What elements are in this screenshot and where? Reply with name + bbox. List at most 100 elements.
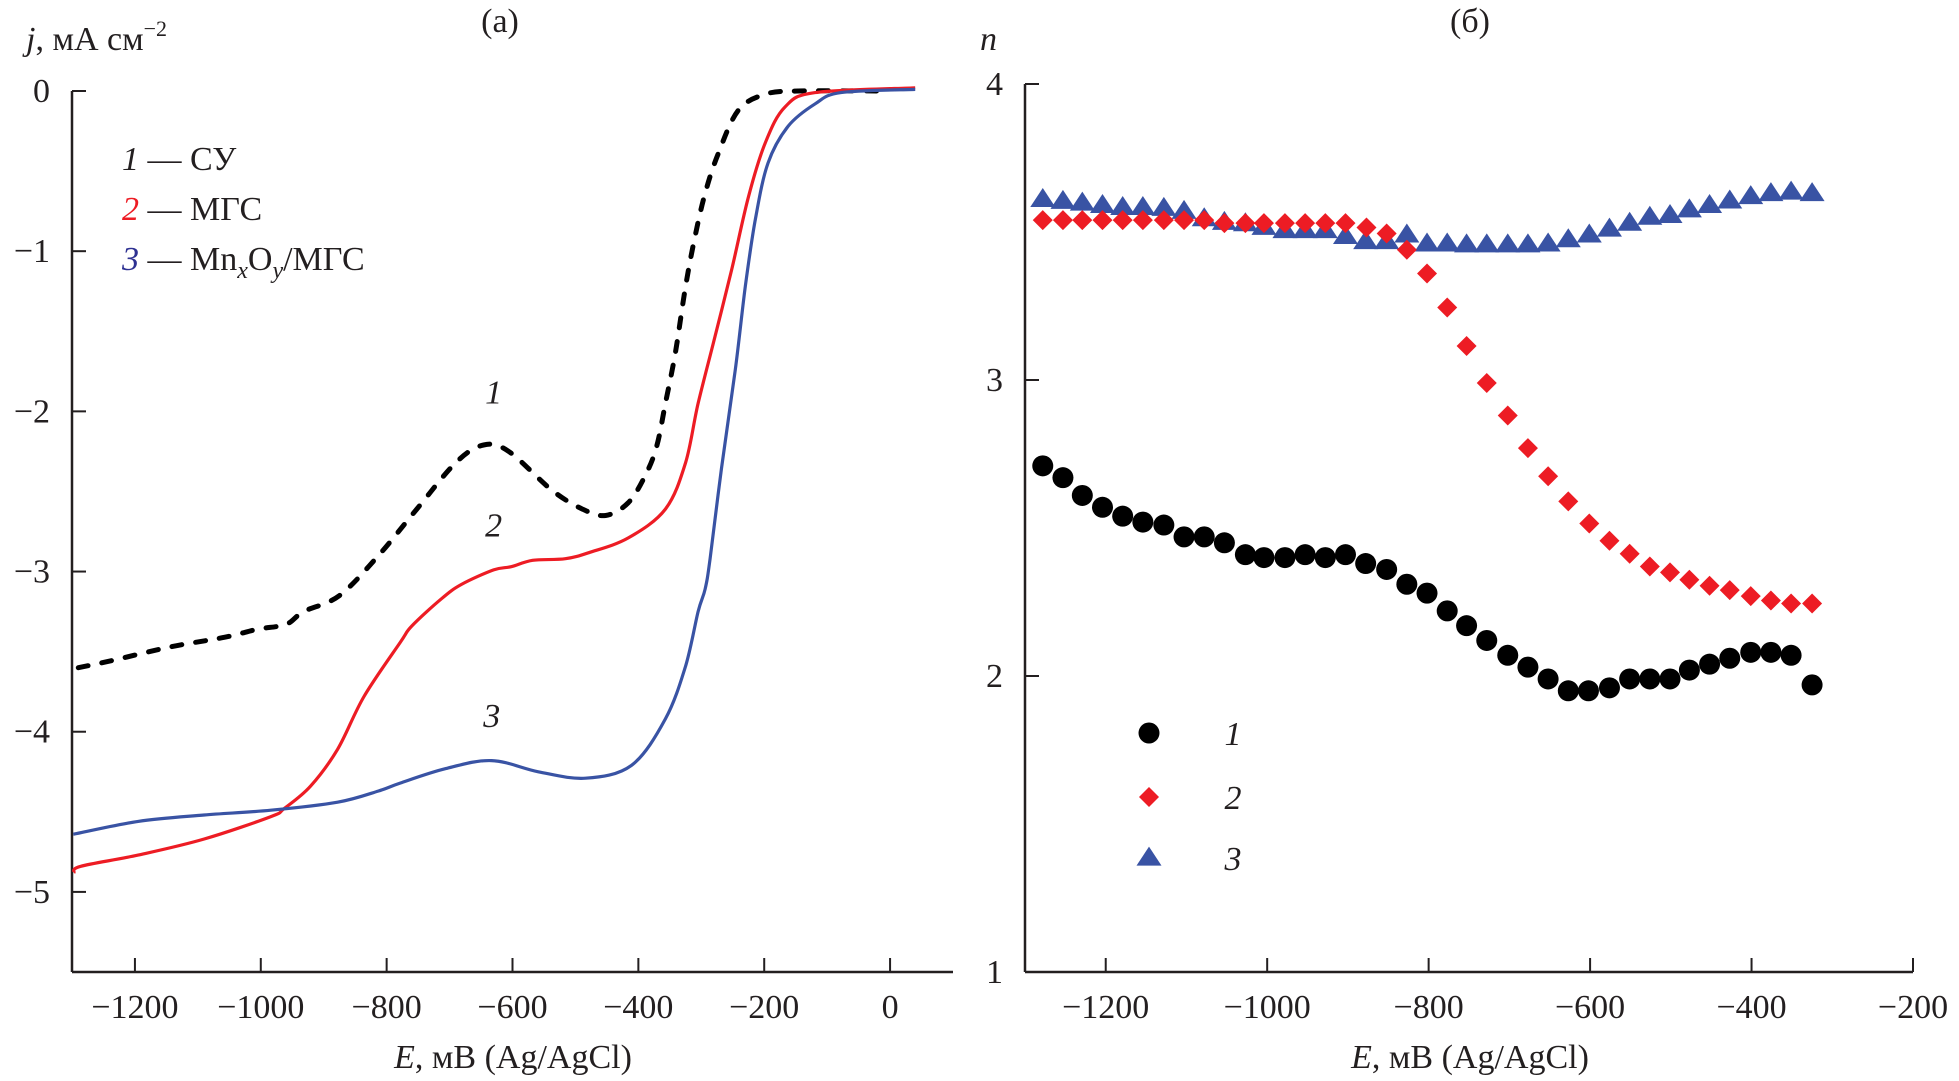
series-3-point: [1171, 199, 1197, 219]
panel-a-ylabel-var: j: [22, 21, 35, 58]
series-1-point: [1760, 641, 1782, 663]
series-1-point: [1173, 526, 1195, 548]
series-1-point: [1719, 647, 1741, 669]
series-1-point: [1740, 641, 1762, 663]
series-1-point: [1376, 558, 1398, 580]
panel-b-y-tick-label: 2: [986, 658, 1003, 695]
legend-a-num-1: 1: [122, 141, 139, 178]
series-1-point: [1253, 547, 1275, 569]
series-2-point: [1599, 530, 1620, 551]
series-2-point: [1194, 210, 1215, 231]
panel-a-ylabel: j, мА см−2: [22, 16, 167, 58]
panel-a-x-tick-label: −1200: [91, 989, 178, 1026]
series-2-point: [1538, 466, 1559, 487]
series-1-point: [1193, 526, 1215, 548]
series-2-point: [1214, 213, 1235, 234]
series-3-point: [1110, 196, 1136, 216]
series-3-point: [1799, 182, 1825, 202]
legend-b-marker-2: [1139, 787, 1159, 807]
series-1-point: [1396, 573, 1418, 595]
series-2-point: [1699, 575, 1720, 596]
legend-a-label-3-mid: O: [248, 241, 273, 278]
series-3-point: [1697, 193, 1723, 213]
legend-a-dash-2: —: [139, 191, 190, 228]
panel-b-x-tick-label: −200: [1878, 989, 1948, 1026]
series-1-point: [1557, 680, 1579, 702]
series-2-point: [1132, 210, 1153, 231]
series-3-point: [1089, 193, 1115, 213]
series-1-point: [1334, 544, 1356, 566]
series-2-point: [1558, 491, 1579, 512]
series-3-curve-label: 3: [482, 698, 500, 735]
legend-a-num-2: 2: [122, 191, 139, 228]
series-1-point: [1416, 582, 1438, 604]
legend-b-label-3: 3: [1224, 841, 1242, 878]
series-2-line: [72, 86, 916, 874]
panel-b-xlabel: E, мВ (Ag/AgCl): [1350, 1039, 1589, 1076]
series-3-points: [1030, 180, 1825, 253]
legend-a-num-3: 3: [121, 241, 139, 278]
series-1-point: [1132, 511, 1154, 533]
series-2-point: [1356, 217, 1377, 238]
panel-a-y-tick-label: −2: [14, 393, 50, 430]
series-2-point: [1740, 586, 1761, 607]
series-2-curve-label: 2: [485, 507, 502, 544]
series-2-point: [1417, 263, 1438, 284]
series-1-points: [1032, 455, 1823, 702]
series-1-point: [1699, 653, 1721, 675]
series-2-point: [1376, 223, 1397, 244]
series-2-points: [1032, 210, 1823, 614]
series-2-point: [1052, 210, 1073, 231]
series-1-point: [1213, 532, 1235, 554]
panel-a-x-tick-label: −800: [352, 989, 422, 1026]
series-1-point: [1153, 514, 1175, 536]
series-1-point: [1112, 505, 1134, 527]
series-2-point: [1092, 210, 1113, 231]
series-3-point: [1758, 182, 1784, 202]
series-2-point: [1112, 210, 1133, 231]
series-2-point: [1153, 210, 1174, 231]
series-3-point: [1617, 211, 1643, 231]
series-3-point: [1738, 185, 1764, 205]
series-2-point: [1719, 580, 1740, 601]
legend-a-label-3-subx: x: [236, 258, 248, 284]
series-1-point: [1659, 668, 1681, 690]
series-2-point: [1235, 213, 1256, 234]
panel-a-x-tick-label: −400: [603, 989, 673, 1026]
series-3-point: [1030, 188, 1056, 208]
panel-a-series: 1 2 3: [72, 86, 916, 874]
series-1-point: [1355, 553, 1377, 575]
series-2-point: [1517, 438, 1538, 459]
panel-b-y-tick-label: 3: [986, 362, 1003, 399]
series-3-point: [1515, 233, 1541, 253]
legend-b-label-1: 1: [1225, 716, 1242, 753]
series-2-point: [1660, 562, 1681, 583]
series-1-point: [1274, 547, 1296, 569]
series-3-point: [1130, 196, 1156, 216]
panel-a-x-tick-label: −600: [477, 989, 547, 1026]
series-2-point: [1032, 210, 1053, 231]
panel-a-xlabel-var: E: [393, 1039, 415, 1076]
series-2-point: [1315, 213, 1336, 234]
series-3-point: [1454, 233, 1480, 253]
series-3-point: [1637, 205, 1663, 225]
series-1-point: [1234, 544, 1256, 566]
panel-b-x-tick-label: −1200: [1062, 989, 1149, 1026]
legend-a-label-3-pre: Mn: [190, 241, 237, 278]
series-3-point: [1596, 217, 1622, 237]
series-3-point: [1676, 198, 1702, 218]
series-1-point: [1052, 467, 1074, 489]
series-3-point: [1778, 180, 1804, 200]
series-3-point: [1414, 232, 1440, 252]
series-1-point: [1436, 600, 1458, 622]
panel-a: (а) j, мА см−2 E, мВ (Ag/AgCl) −1200 −100…: [14, 3, 953, 1076]
panel-b-x-tick-label: −600: [1555, 989, 1625, 1026]
legend-b-marker-1: [1138, 722, 1160, 744]
panel-b-axes: −1200 −1000 −800 −600 −400 −200 1 2 3 4: [986, 66, 1948, 1026]
panel-b: (б) n E, мВ (Ag/AgCl) −1200 −1000 −800 −600…: [980, 3, 1948, 1076]
panel-b-xlabel-var: E: [1350, 1039, 1372, 1076]
panel-b-y-tick-label: 4: [986, 66, 1003, 103]
series-2-point: [1253, 213, 1274, 234]
series-1-point: [1314, 547, 1336, 569]
